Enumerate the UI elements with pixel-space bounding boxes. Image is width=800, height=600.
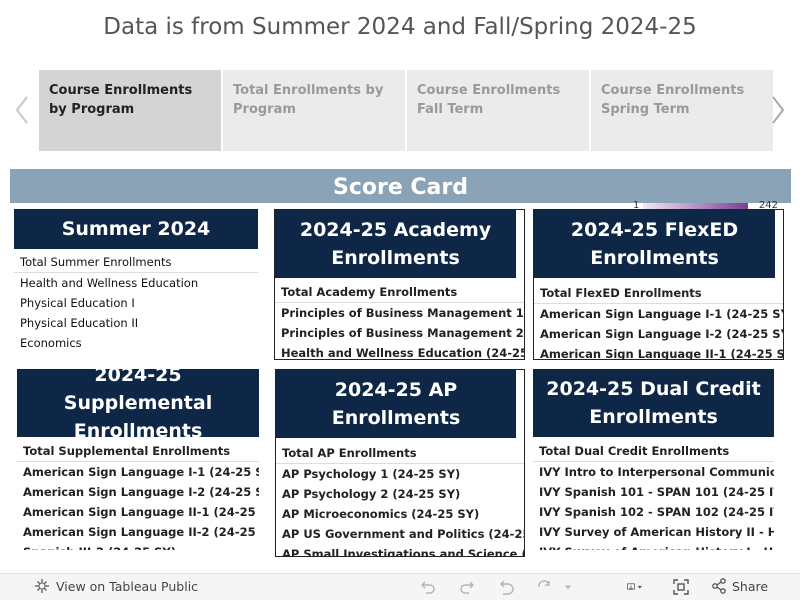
redo-icon [460,581,474,594]
academy-row[interactable]: Principles of Business Management 2 (24-… [281,326,524,340]
refresh-icon [538,580,550,588]
dual-credit-row[interactable]: IVY Survey of American History I - HIST … [533,542,774,550]
chevron-left-icon [15,96,28,124]
ap-row[interactable]: AP Psychology 1 (24-25 SY) [282,467,461,481]
tab-course-enrollments-fall-term[interactable]: Course Enrollments Fall Term [407,70,589,151]
summer-row[interactable]: Health and Wellness Education [20,276,199,290]
flexed-row[interactable]: American Sign Language I-1 (24-25 SY) [540,307,783,321]
summer-row[interactable]: Physical Education I [20,296,135,310]
summer-card-title: Summer 2024 [14,209,258,249]
flexed-row[interactable]: American Sign Language I-2 (24-25 SY) [540,327,783,341]
chevron-right-icon [772,96,785,124]
dual-credit-total-row[interactable]: Total Dual Credit Enrollments [533,441,774,462]
color-legend: 1 242 [633,200,778,211]
tabs-scroll-left-button[interactable] [12,92,32,128]
page-title: Data is from Summer 2024 and Fall/Spring… [103,14,697,40]
dual-credit-card-title: 2024-25 Dual Credit Enrollments [533,369,774,437]
dual-credit-card: 2024-25 Dual Credit Enrollments Total Du… [533,369,774,550]
academy-row[interactable]: Health and Wellness Education (24-25 SY) [281,346,524,360]
summer-row[interactable]: Physical Education II [20,316,139,330]
tableau-icon [35,579,49,593]
undo-icon [421,581,435,594]
supplemental-row[interactable]: American Sign Language I-1 (24-25 SY) [23,465,259,479]
ap-card-title: 2024-25 AP Enrollments [276,370,516,438]
refresh-button[interactable] [535,579,553,595]
fullscreen-button[interactable] [672,579,690,595]
supplemental-row[interactable]: Spanish III-2 (24-25 SY) [17,542,259,550]
share-icon [712,578,726,594]
academy-row[interactable]: Principles of Business Management 1 (24-… [281,306,524,320]
redo-button[interactable] [458,579,476,595]
supplemental-card-title: 2024-25 Supplemental Enrollments [17,369,259,442]
tableau-toolbar: View on Tableau Public Share [0,573,800,600]
dual-credit-row[interactable]: IVY Intro to Interpersonal Communication [539,465,774,479]
summer-row[interactable]: Economics [20,336,82,350]
ap-row[interactable]: AP Small Investigations and Science (24-… [282,547,524,557]
supplemental-total-row[interactable]: Total Supplemental Enrollments [17,441,259,462]
chevron-down-icon [565,585,571,590]
dual-credit-row[interactable]: IVY Spanish 102 - SPAN 102 (24-25 IVY) [539,505,774,519]
revert-icon [500,580,514,595]
flexed-card-title: 2024-25 FlexED Enrollments [534,210,775,278]
supplemental-row[interactable]: American Sign Language I-2 (24-25 SY) [23,485,259,499]
supplemental-card: 2024-25 Supplemental Enrollments Total S… [17,369,259,550]
download-icon [627,583,642,591]
download-button[interactable] [620,579,650,595]
share-label: Share [732,578,769,594]
ap-card: 2024-25 AP Enrollments Total AP Enrollme… [275,369,525,557]
supplemental-row[interactable]: American Sign Language II-2 (24-25 SY) [23,525,259,539]
academy-card: 2024-25 Academy Enrollments Total Academ… [274,209,525,360]
academy-total-row[interactable]: Total Academy Enrollments [275,282,524,303]
tab-course-enrollments-spring-term[interactable]: Course Enrollments Spring Term [591,70,773,151]
flexed-total-row[interactable]: Total FlexED Enrollments [534,283,783,304]
view-on-tableau-public-link[interactable]: View on Tableau Public [34,578,198,594]
view-on-tableau-label: View on Tableau Public [56,578,199,594]
refresh-dropdown[interactable] [562,579,574,595]
flexed-row[interactable]: American Sign Language II-1 (24-25 SY) [540,347,783,360]
ap-row[interactable]: AP US Government and Politics (24-25 SY) [282,527,524,541]
scorecard-banner: Score Card [10,169,791,203]
ap-row[interactable]: AP Psychology 2 (24-25 SY) [282,487,461,501]
summer-total-row[interactable]: Total Summer Enrollments [14,252,258,273]
dual-credit-row[interactable]: IVY Survey of American History II - HIST… [539,525,774,539]
legend-max: 242 [758,200,778,211]
summer-2024-card: Summer 2024 Total Summer Enrollments Hea… [14,209,258,360]
legend-min: 1 [633,200,640,211]
academy-card-title: 2024-25 Academy Enrollments [275,210,516,278]
story-tabs: Course Enrollments by Program Total Enro… [39,70,773,151]
supplemental-row[interactable]: American Sign Language II-1 (24-25 SY) [23,505,259,519]
undo-button[interactable] [419,579,437,595]
revert-button[interactable] [498,579,516,595]
tabs-scroll-right-button[interactable] [768,92,788,128]
fullscreen-icon [673,579,689,595]
dual-credit-row[interactable]: IVY Spanish 101 - SPAN 101 (24-25 IVY) [539,485,774,499]
share-button[interactable]: Share [711,578,768,594]
tab-total-enrollments-by-program[interactable]: Total Enrollments by Program [223,70,405,151]
ap-row[interactable]: AP Microeconomics (24-25 SY) [282,507,480,521]
flexed-card: 2024-25 FlexED Enrollments Total FlexED … [533,209,784,360]
legend-gradient [643,203,748,210]
ap-total-row[interactable]: Total AP Enrollments [276,443,524,464]
tab-course-enrollments-by-program[interactable]: Course Enrollments by Program [39,70,221,151]
